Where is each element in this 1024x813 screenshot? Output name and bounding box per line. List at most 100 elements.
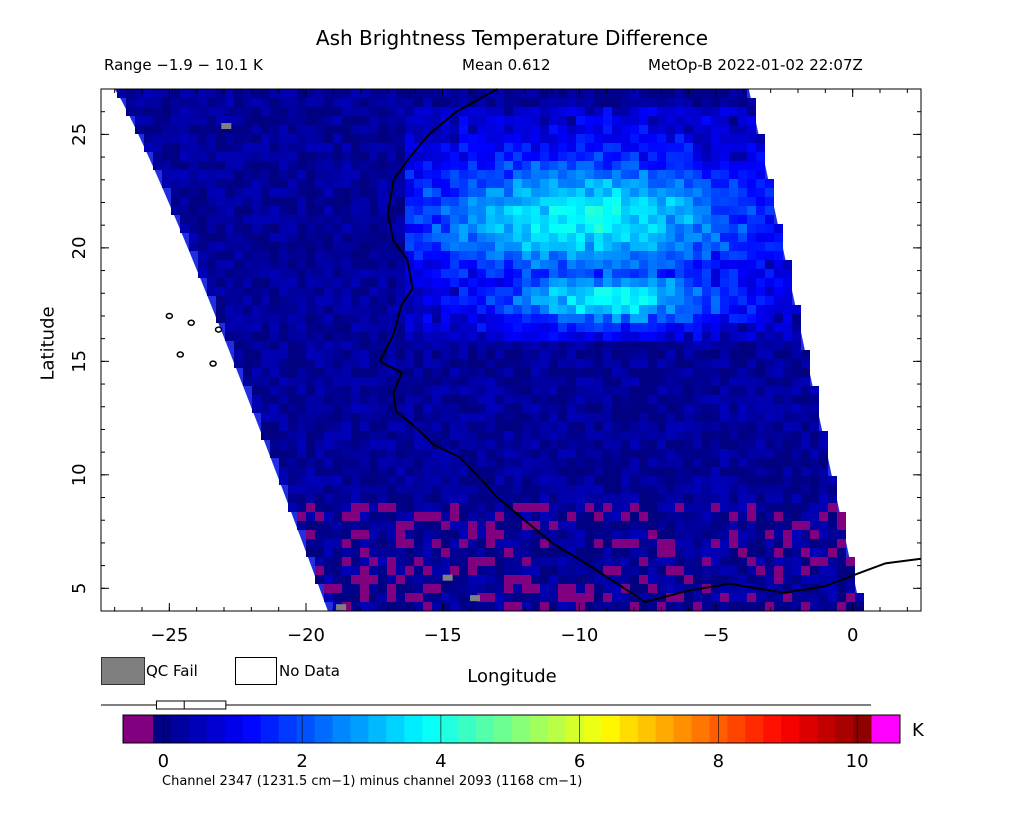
swath-pixel <box>243 341 252 350</box>
swath-pixel <box>702 404 711 413</box>
swath-pixel <box>756 593 765 602</box>
swath-pixel <box>306 539 315 548</box>
swath-pixel <box>432 557 441 566</box>
swath-pixel <box>351 494 360 503</box>
swath-pixel <box>639 467 648 476</box>
swath-pixel <box>225 278 234 287</box>
swath-pixel <box>351 584 360 593</box>
swath-pixel <box>576 539 585 548</box>
swath-pixel <box>468 224 477 233</box>
swath-pixel <box>729 458 738 467</box>
swath-pixel <box>468 314 477 323</box>
swath-pixel <box>531 224 540 233</box>
swath-pixel <box>405 197 414 206</box>
swath-pixel <box>855 602 864 611</box>
swath-pixel <box>405 458 414 467</box>
swath-pixel <box>783 440 792 449</box>
swath-pixel <box>594 260 603 269</box>
swath-pixel <box>711 260 720 269</box>
colorbar-segment <box>350 715 369 743</box>
swath-pixel <box>738 539 747 548</box>
swath-pixel <box>639 440 648 449</box>
swath-pixel <box>432 575 441 584</box>
swath-pixel <box>351 503 360 512</box>
swath-pixel <box>549 215 558 224</box>
swath-pixel <box>297 350 306 359</box>
swath-pixel <box>333 125 342 134</box>
swath-pixel <box>630 431 639 440</box>
swath-pixel <box>603 170 612 179</box>
swath-pixel <box>504 557 513 566</box>
x-tick-label: −15 <box>424 625 462 646</box>
swath-pixel <box>675 368 684 377</box>
swath-pixel <box>342 449 351 458</box>
swath-pixel <box>540 314 549 323</box>
swath-pixel <box>756 566 765 575</box>
swath-pixel <box>279 278 288 287</box>
swath-pixel <box>558 296 567 305</box>
swath-pixel <box>423 449 432 458</box>
no-data-swatch <box>235 657 277 685</box>
swath-pixel <box>333 233 342 242</box>
swath-pixel <box>333 575 342 584</box>
swath-pixel <box>477 197 486 206</box>
swath-pixel <box>279 170 288 179</box>
swath-pixel <box>414 125 423 134</box>
swath-pixel <box>306 368 315 377</box>
swath-pixel <box>594 413 603 422</box>
swath-pixel <box>693 440 702 449</box>
swath-pixel <box>657 341 666 350</box>
swath-pixel <box>711 485 720 494</box>
swath-pixel <box>549 431 558 440</box>
swath-pixel <box>765 242 774 251</box>
swath-pixel <box>612 503 621 512</box>
swath-pixel <box>513 305 522 314</box>
swath-pixel <box>477 188 486 197</box>
swath-pixel <box>585 377 594 386</box>
swath-pixel <box>315 395 324 404</box>
swath-pixel <box>594 557 603 566</box>
swath-pixel <box>522 242 531 251</box>
swath-pixel <box>261 125 270 134</box>
swath-pixel <box>297 476 306 485</box>
swath-pixel <box>684 557 693 566</box>
swath-pixel <box>495 377 504 386</box>
swath-pixel <box>441 224 450 233</box>
swath-pixel <box>513 107 522 116</box>
swath-pixel <box>351 305 360 314</box>
swath-pixel <box>540 305 549 314</box>
swath-pixel <box>603 593 612 602</box>
swath-pixel <box>351 233 360 242</box>
swath-pixel <box>315 440 324 449</box>
swath-pixel <box>369 107 378 116</box>
swath-pixel <box>270 287 279 296</box>
swath-pixel <box>369 386 378 395</box>
colorbar-segment <box>332 715 351 743</box>
x-tick-label: −25 <box>150 625 188 646</box>
swath-pixel <box>765 422 774 431</box>
swath-pixel <box>387 89 396 98</box>
swath-pixel <box>405 431 414 440</box>
swath-pixel <box>801 404 810 413</box>
swath-pixel <box>576 350 585 359</box>
swath-pixel <box>441 512 450 521</box>
swath-pixel <box>486 386 495 395</box>
swath-pixel <box>603 386 612 395</box>
swath-pixel <box>288 269 297 278</box>
swath-pixel <box>594 512 603 521</box>
swath-pixel <box>576 395 585 404</box>
swath-pixel <box>288 314 297 323</box>
swath-pixel <box>711 539 720 548</box>
swath-pixel <box>711 521 720 530</box>
swath-pixel <box>522 422 531 431</box>
swath-pixel <box>315 521 324 530</box>
swath-pixel <box>630 341 639 350</box>
swath-pixel <box>477 323 486 332</box>
swath-pixel <box>783 548 792 557</box>
swath-pixel <box>189 134 198 143</box>
swath-pixel <box>594 548 603 557</box>
colorbar-segment <box>512 715 531 743</box>
swath-pixel <box>216 314 225 323</box>
swath-pixel <box>801 422 810 431</box>
swath-pixel <box>153 107 162 116</box>
